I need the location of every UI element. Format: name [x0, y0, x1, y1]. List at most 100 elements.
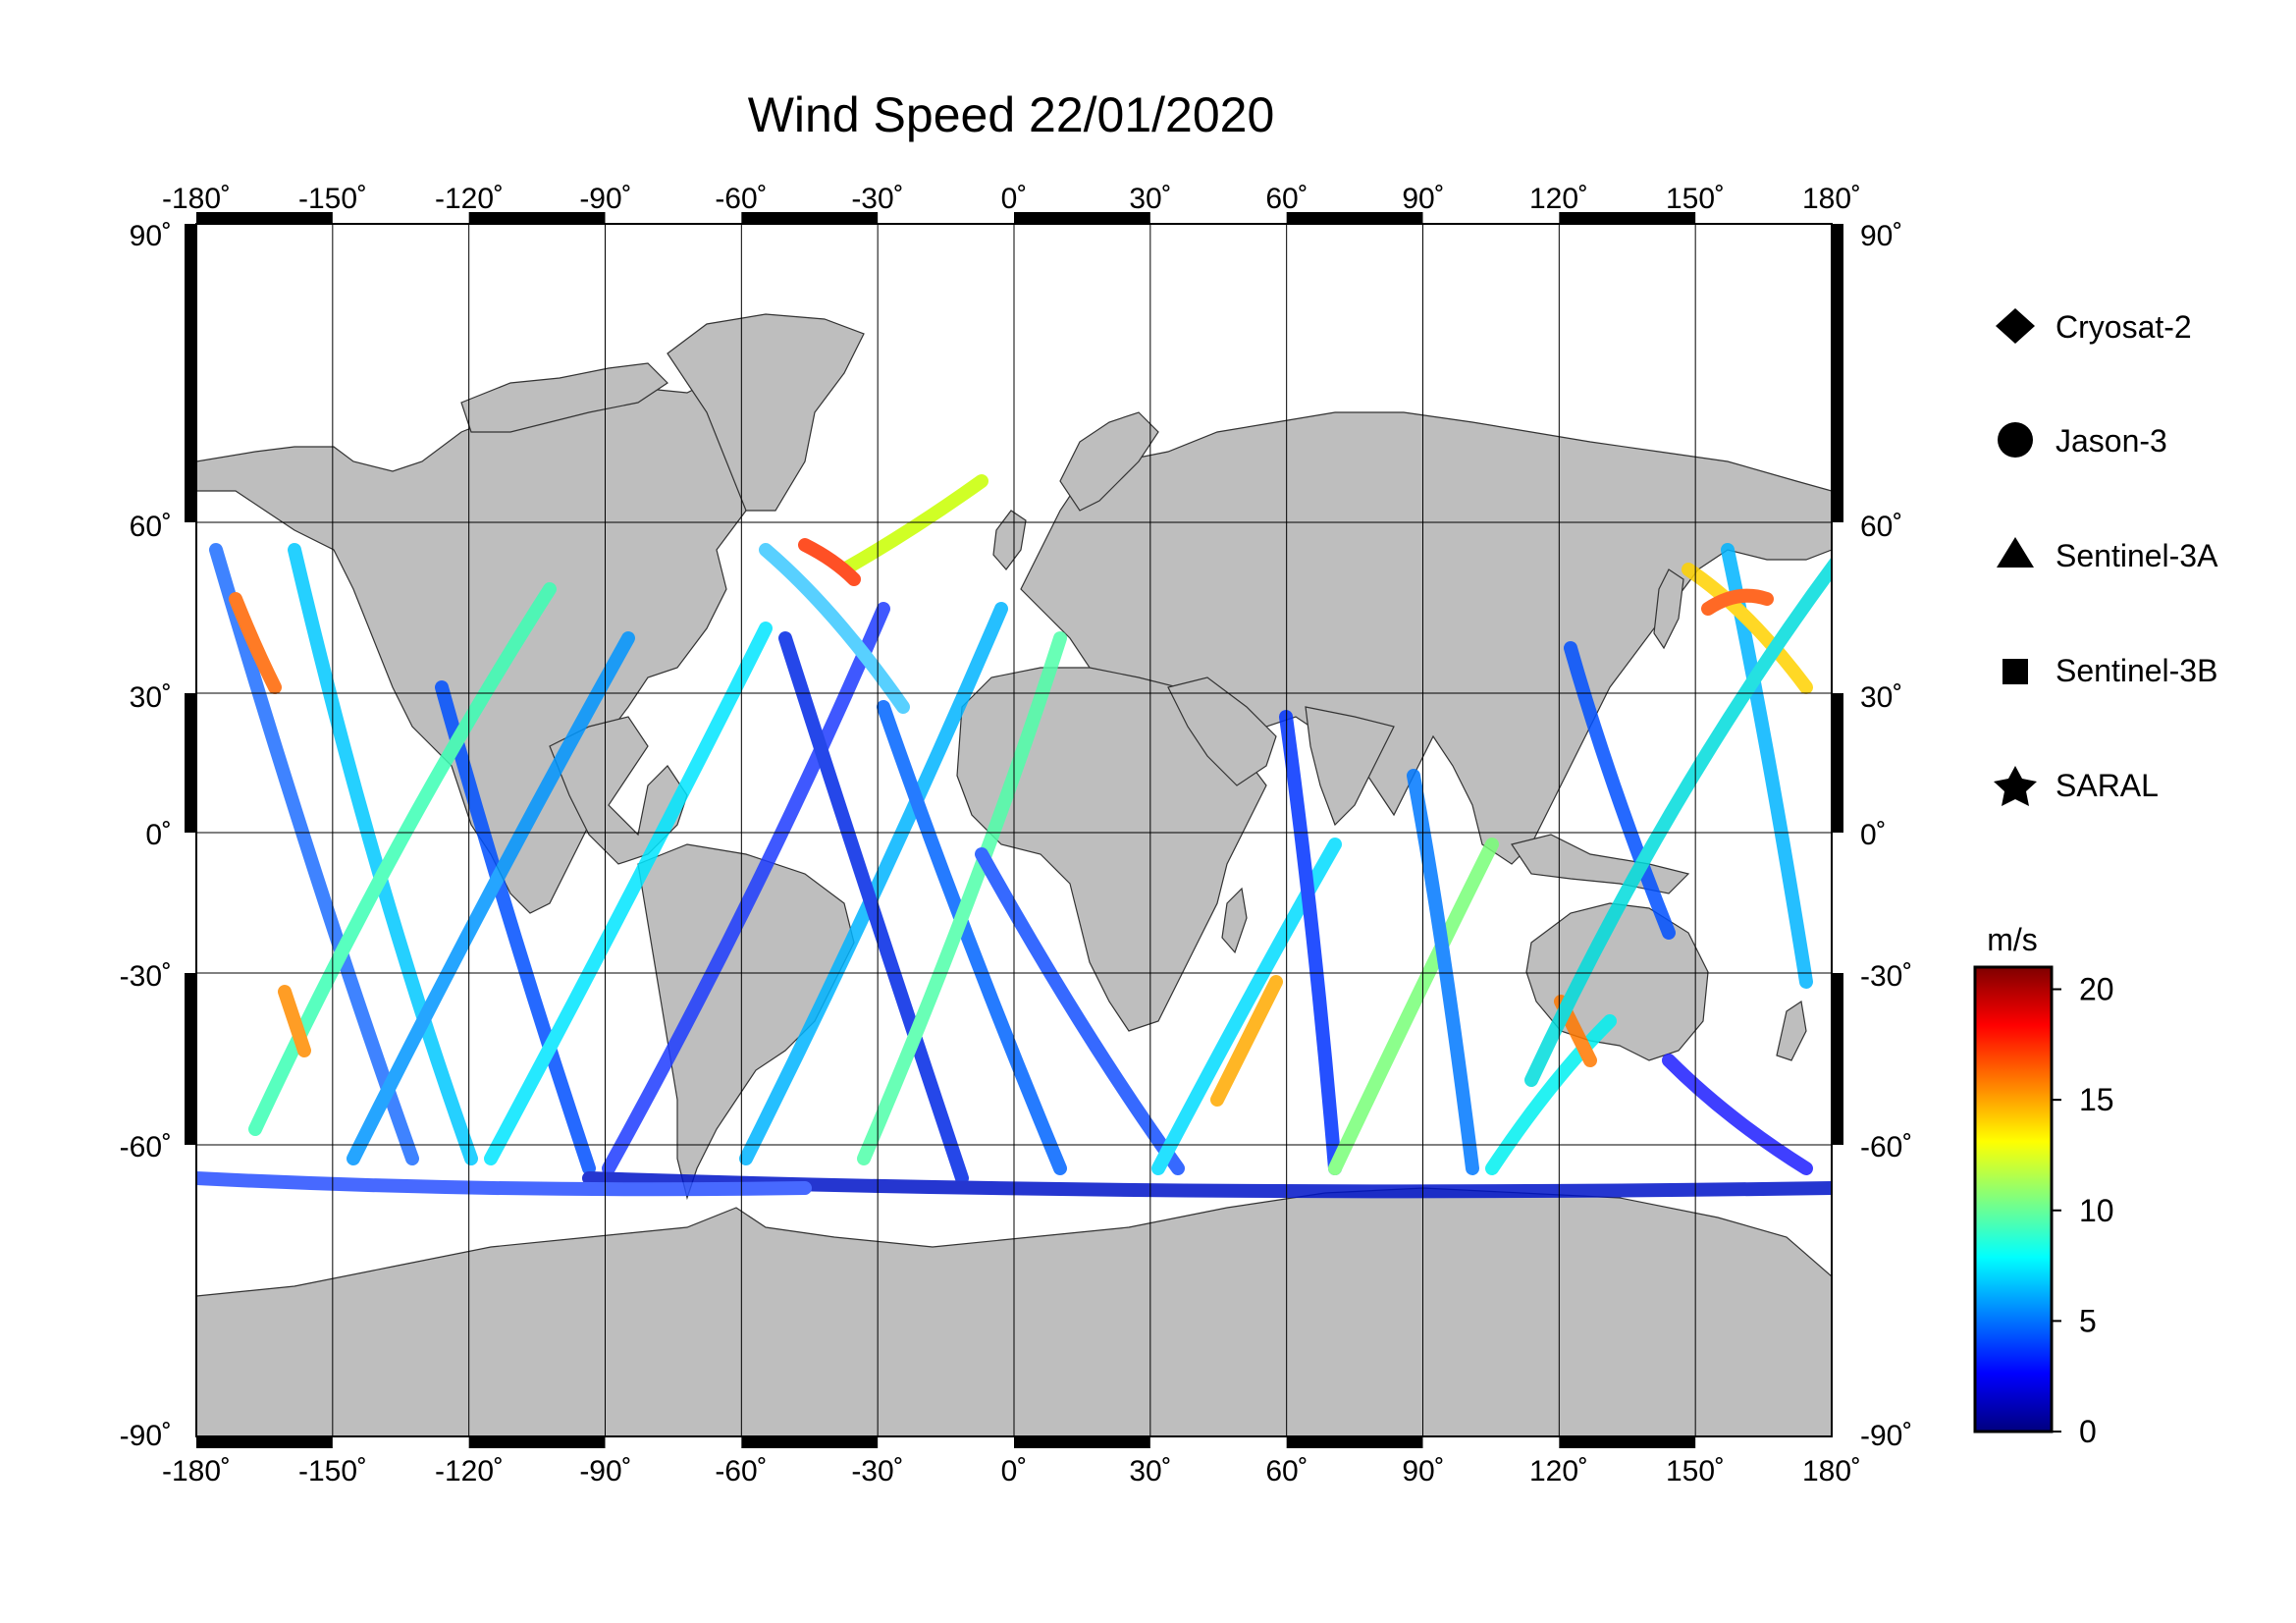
frame-bar: [1014, 212, 1150, 224]
track: [837, 474, 988, 576]
lon-tick-label: -150˚: [298, 1455, 367, 1488]
lon-tick-label: 60˚: [1265, 1455, 1308, 1488]
square-icon: [2002, 659, 2028, 684]
colorbar-ticks: 0 5 10 15 20: [2052, 972, 2114, 1449]
track: [209, 543, 419, 1165]
lat-tick-label: 90˚: [130, 220, 172, 252]
land-central-america: [549, 716, 688, 865]
land-greenland: [667, 313, 865, 512]
legend-item-jason-3: Jason-3: [1998, 422, 2167, 459]
lat-tick-label: 30˚: [1860, 681, 1902, 714]
lon-tick-label: 120˚: [1529, 183, 1588, 215]
colorbar: m/s 0 5 10 15 20: [1973, 922, 2114, 1449]
lon-tick-label: 30˚: [1129, 1455, 1171, 1488]
lat-tick-label: 30˚: [130, 681, 172, 714]
track: [229, 592, 282, 694]
satellite-tracks: [196, 474, 1832, 1199]
chart-title: Wind Speed 22/01/2020: [747, 87, 1275, 142]
lon-tick-label: 0˚: [1001, 1455, 1028, 1488]
track: [798, 538, 861, 586]
land-new-zealand: [1776, 1000, 1807, 1061]
map-grid: [196, 224, 1832, 1436]
track: [1279, 710, 1342, 1175]
track: [857, 631, 1067, 1165]
legend-label: Sentinel-3B: [2056, 653, 2217, 688]
land-japan: [1653, 568, 1684, 650]
lon-tick-label: 90˚: [1402, 183, 1444, 215]
land-scandinavia: [1059, 411, 1159, 512]
track: [1682, 563, 1813, 694]
satellite-legend: Cryosat-2 Jason-3 Sentinel-3A Sentinel-3…: [1994, 308, 2218, 806]
lon-tick-label: 90˚: [1402, 1455, 1444, 1488]
frame-bar: [741, 1436, 879, 1448]
track: [1564, 641, 1676, 940]
lat-tick-label: 90˚: [1860, 220, 1902, 252]
track: [347, 631, 635, 1165]
lon-tick-label: -90˚: [579, 183, 631, 215]
frame-bar: [468, 212, 606, 224]
frame-bar: [741, 212, 879, 224]
frame-bar: [1559, 1436, 1696, 1448]
lon-tick-label: 30˚: [1129, 183, 1171, 215]
land-uk: [992, 510, 1027, 570]
frame-bar: [1559, 212, 1696, 224]
track: [1151, 838, 1342, 1175]
lon-tick-label: 60˚: [1265, 183, 1308, 215]
legend-label: Cryosat-2: [2056, 309, 2192, 345]
lon-tick-label: -30˚: [851, 1455, 903, 1488]
legend-item-saral: SARAL: [1994, 766, 2159, 806]
frame-bar: [1832, 693, 1843, 833]
frame-bar: [196, 212, 333, 224]
lat-ticks-left: 90˚ 60˚ 30˚ 0˚ -30˚ -60˚ -90˚: [120, 220, 172, 1452]
colorbar-tick-label: 0: [2079, 1414, 2097, 1449]
lat-ticks-right: 90˚ 60˚ 30˚ 0˚ -30˚ -60˚ -90˚: [1860, 220, 1912, 1452]
frame-bar: [1832, 224, 1843, 522]
track: [778, 631, 969, 1185]
circle-icon: [1998, 422, 2033, 458]
track: [1662, 1054, 1813, 1175]
lat-tick-label: 0˚: [1860, 819, 1887, 851]
land-arabia: [1167, 676, 1277, 786]
lon-tick-label: 150˚: [1666, 1455, 1725, 1488]
lon-tick-label: 150˚: [1666, 183, 1725, 215]
lon-tick-label: -180˚: [162, 1455, 231, 1488]
track: [248, 582, 557, 1136]
track: [484, 622, 773, 1165]
track: [1210, 975, 1283, 1107]
track: [1701, 588, 1774, 616]
track: [759, 543, 910, 714]
colorbar-tick-label: 15: [2079, 1082, 2114, 1117]
lat-tick-label: 60˚: [1860, 511, 1902, 543]
lat-tick-label: -60˚: [120, 1131, 172, 1163]
track: [1524, 557, 1832, 1087]
colorbar-unit: m/s: [1987, 922, 2038, 957]
lon-ticks-top: -180˚ -150˚ -120˚ -90˚ -60˚ -30˚ 0˚ 30˚ …: [162, 183, 1861, 215]
lat-tick-label: -60˚: [1860, 1131, 1912, 1163]
diamond-icon: [1996, 308, 2035, 344]
lon-tick-label: 120˚: [1529, 1455, 1588, 1488]
frame-bar: [185, 224, 196, 522]
colorbar-tick-label: 20: [2079, 972, 2114, 1007]
frame-bar: [185, 973, 196, 1145]
lon-tick-label: 0˚: [1001, 183, 1028, 215]
track: [1485, 1014, 1617, 1175]
lat-tick-label: -90˚: [1860, 1420, 1912, 1452]
track: [877, 700, 1067, 1175]
colorbar-gradient: [1973, 965, 2054, 1434]
lon-tick-label: 180˚: [1802, 1455, 1861, 1488]
map-area: -180˚ -150˚ -120˚ -90˚ -60˚ -30˚ 0˚ 30˚ …: [120, 183, 1913, 1488]
frame-bar: [1014, 1436, 1150, 1448]
land-india: [1305, 706, 1395, 827]
track: [278, 985, 311, 1057]
lon-tick-label: -60˚: [715, 183, 767, 215]
frame-bar: [1832, 973, 1843, 1145]
land-arctic-islands: [460, 362, 668, 433]
frame-bar: [1286, 212, 1423, 224]
legend-label: Sentinel-3A: [2056, 538, 2218, 573]
legend-label: SARAL: [2056, 768, 2159, 803]
map-frame-bars: [185, 212, 1843, 1448]
track: [739, 602, 1008, 1165]
track: [602, 602, 890, 1175]
triangle-icon: [1997, 537, 2034, 568]
